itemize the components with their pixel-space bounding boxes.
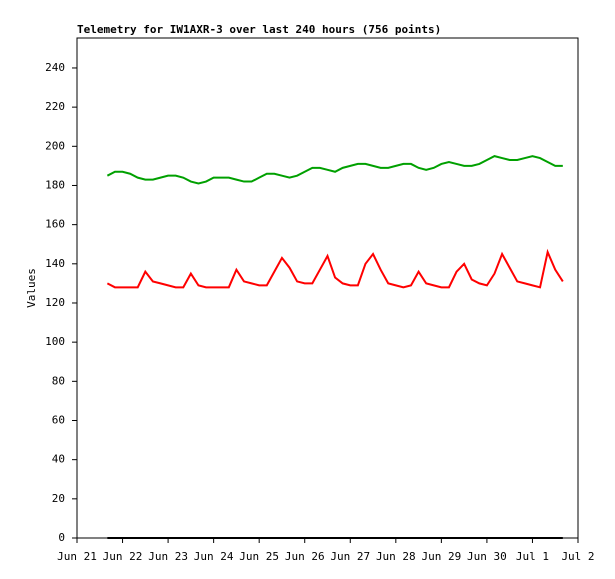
y-tick-label: 140 [45,257,65,270]
series-line [106,155,563,185]
x-tick-label: Jun 28 [376,550,416,563]
series-line [106,248,564,289]
y-tick-label: 200 [45,139,65,152]
y-tick-label: 60 [52,413,65,426]
x-tick-label: Jun 24 [194,550,234,563]
x-tick-label: Jun 26 [285,550,325,563]
y-tick-label: 180 [45,178,65,191]
y-tick-label: 100 [45,335,65,348]
x-tick-label: Jun 25 [239,550,279,563]
x-tick-label: Jul 1 [516,550,549,563]
chart-title: Telemetry for IW1AXR-3 over last 240 hou… [77,23,441,36]
y-tick-label: 120 [45,296,65,309]
x-tick-label: Jun 30 [467,550,507,563]
x-tick-label: Jun 29 [421,550,461,563]
y-tick-label: 160 [45,218,65,231]
y-tick-label: 80 [52,374,65,387]
x-tick-label: Jun 23 [148,550,188,563]
x-tick-label: Jul 2 [561,550,594,563]
y-tick-label: 40 [52,453,65,466]
x-tick-label: Jun 27 [330,550,370,563]
y-tick-label: 220 [45,100,65,113]
y-axis-label: Values [25,268,38,308]
x-tick-label: Jun 21 [57,550,97,563]
y-tick-label: 20 [52,492,65,505]
x-tick-label: Jun 22 [103,550,143,563]
y-tick-label: 0 [58,531,65,544]
y-tick-label: 240 [45,61,65,74]
